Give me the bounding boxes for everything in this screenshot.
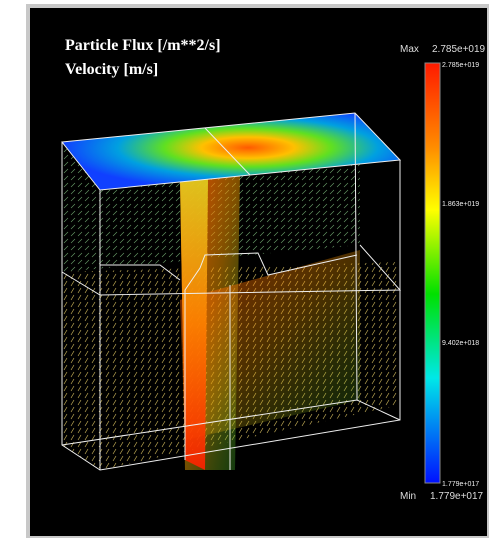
max-label: Max <box>400 44 419 55</box>
colorbar-tick: 9.402e+018 <box>442 340 479 347</box>
colorbar-tick: 2.785e+019 <box>442 62 479 69</box>
colorbar-tick: 1.863e+019 <box>442 201 479 208</box>
subtitle: Velocity [m/s] <box>65 61 158 78</box>
min-value: 1.779e+017 <box>430 491 484 502</box>
max-value: 2.785e+019 <box>432 44 486 55</box>
title: Particle Flux [/m**2/s] <box>65 37 221 54</box>
screen: Particle Flux [/m**2/s] Velocity [m/s] M… <box>0 0 489 538</box>
min-label: Min <box>400 491 416 502</box>
page: Particle Flux [/m**2/s] Velocity [m/s] M… <box>0 0 489 538</box>
colorbar <box>425 63 440 483</box>
colorbar-tick: 1.779e+017 <box>442 481 479 488</box>
